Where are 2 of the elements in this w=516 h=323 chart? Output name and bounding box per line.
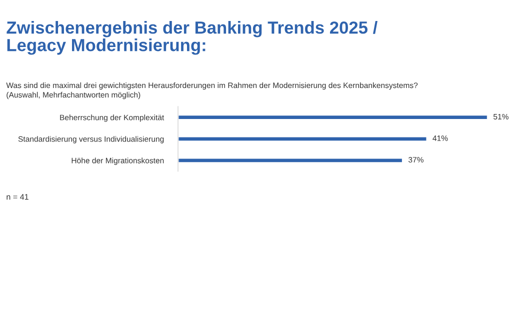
text: n = 41 [6, 194, 28, 200]
chart-title: Zwischenergebnis der Banking Trends 2025 / Legacy Modernisierung: [6, 20, 378, 55]
